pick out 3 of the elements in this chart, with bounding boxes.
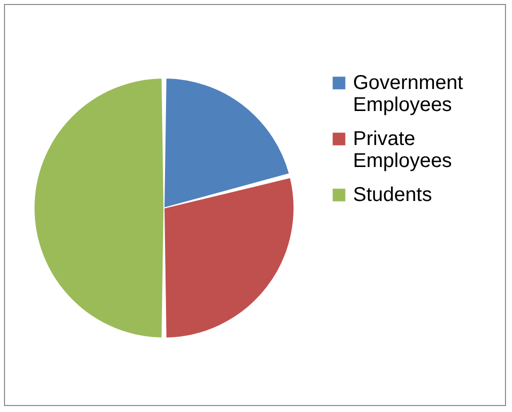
legend-label: Private Employees [353, 128, 452, 172]
legend-label: Government Employees [353, 72, 464, 116]
legend-label: Students [353, 184, 432, 206]
